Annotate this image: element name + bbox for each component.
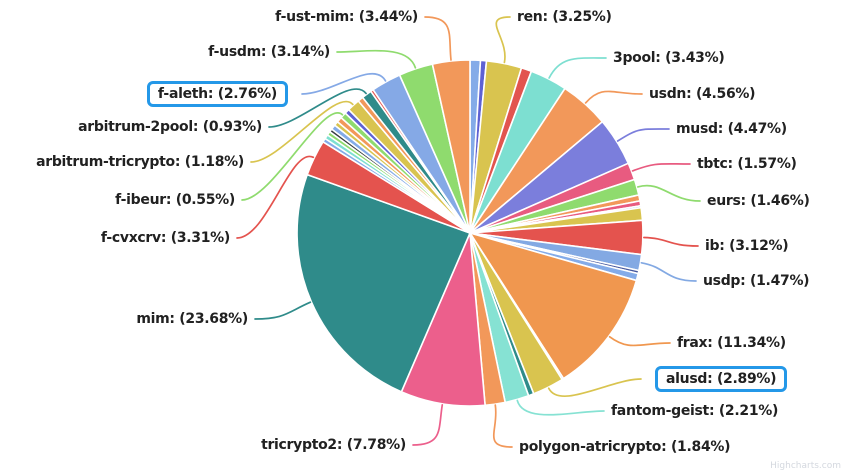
label-connector-f-ibeur (241, 111, 344, 201)
label-connector-frax (608, 335, 671, 347)
pie-label-frax[interactable]: frax: (11.34%) (677, 334, 786, 351)
pie-label-tricrypto2[interactable]: tricrypto2: (7.78%) (261, 436, 406, 453)
pie-label-mim[interactable]: mim: (23.68%) (136, 310, 248, 327)
label-connector-usdp (640, 261, 697, 282)
pie-slice-mim[interactable] (296, 173, 471, 393)
label-connector-fantom-geist (516, 399, 605, 416)
pie-label-ren[interactable]: ren: (3.25%) (517, 8, 612, 25)
pie-label-f-aleth[interactable]: f-aleth: (2.76%) (146, 80, 288, 108)
label-connector-ib (643, 236, 699, 247)
pie-label-arbitrum-tricrypto[interactable]: arbitrum-tricrypto: (1.18%) (36, 153, 244, 170)
pie-label-f-usdm[interactable]: f-usdm: (3.14%) (208, 43, 330, 60)
pie-label-3pool[interactable]: 3pool: (3.43%) (613, 49, 725, 66)
label-connector-tricrypto2 (412, 403, 444, 446)
pie-label-eurs[interactable]: eurs: (1.46%) (707, 192, 810, 209)
credits-link[interactable]: Highcharts.com (770, 461, 841, 471)
label-connector-eurs (636, 184, 701, 202)
label-connector-f-usdm (336, 49, 417, 69)
label-connector-alusd (547, 378, 642, 398)
label-connector-f-ust-mim (424, 16, 452, 61)
label-connector-arbitrum-tricrypto (250, 100, 354, 163)
pie-label-f-ibeur[interactable]: f-ibeur: (0.55%) (115, 191, 235, 208)
label-connector-musd (616, 128, 670, 142)
label-connector-arbitrum-2pool (268, 88, 367, 128)
label-connector-f-cvxcrv (236, 155, 315, 239)
pie-label-arbitrum-2pool[interactable]: arbitrum-2pool: (0.93%) (78, 118, 262, 135)
label-connector-f-aleth (301, 72, 387, 95)
pie-label-ib[interactable]: ib: (3.12%) (705, 237, 789, 254)
pie-slice-f-ust-mim[interactable] (431, 59, 471, 234)
label-connector-3pool (548, 57, 607, 79)
pie-label-tbtc[interactable]: tbtc: (1.57%) (697, 155, 797, 172)
label-connector-ren (495, 16, 511, 64)
pie-label-usdn[interactable]: usdn: (4.56%) (649, 85, 756, 102)
label-connector-tbtc (631, 162, 691, 172)
label-connector-polygon-atricrypto (493, 404, 513, 448)
pie-label-usdp[interactable]: usdp: (1.47%) (703, 272, 810, 289)
pie-label-f-ust-mim[interactable]: f-ust-mim: (3.44%) (275, 8, 418, 25)
pie-slice-frax[interactable] (469, 232, 638, 380)
label-connector-mim (254, 301, 312, 320)
pie-label-f-cvxcrv[interactable]: f-cvxcrv: (3.31%) (100, 229, 230, 246)
pie-label-musd[interactable]: musd: (4.47%) (676, 120, 787, 137)
pie-label-fantom-geist[interactable]: fantom-geist: (2.21%) (611, 402, 779, 419)
pie-label-polygon-atricrypto[interactable]: polygon-atricrypto: (1.84%) (519, 438, 731, 455)
pie-label-alusd[interactable]: alusd: (2.89%) (655, 365, 788, 393)
label-connector-usdn (584, 90, 643, 104)
